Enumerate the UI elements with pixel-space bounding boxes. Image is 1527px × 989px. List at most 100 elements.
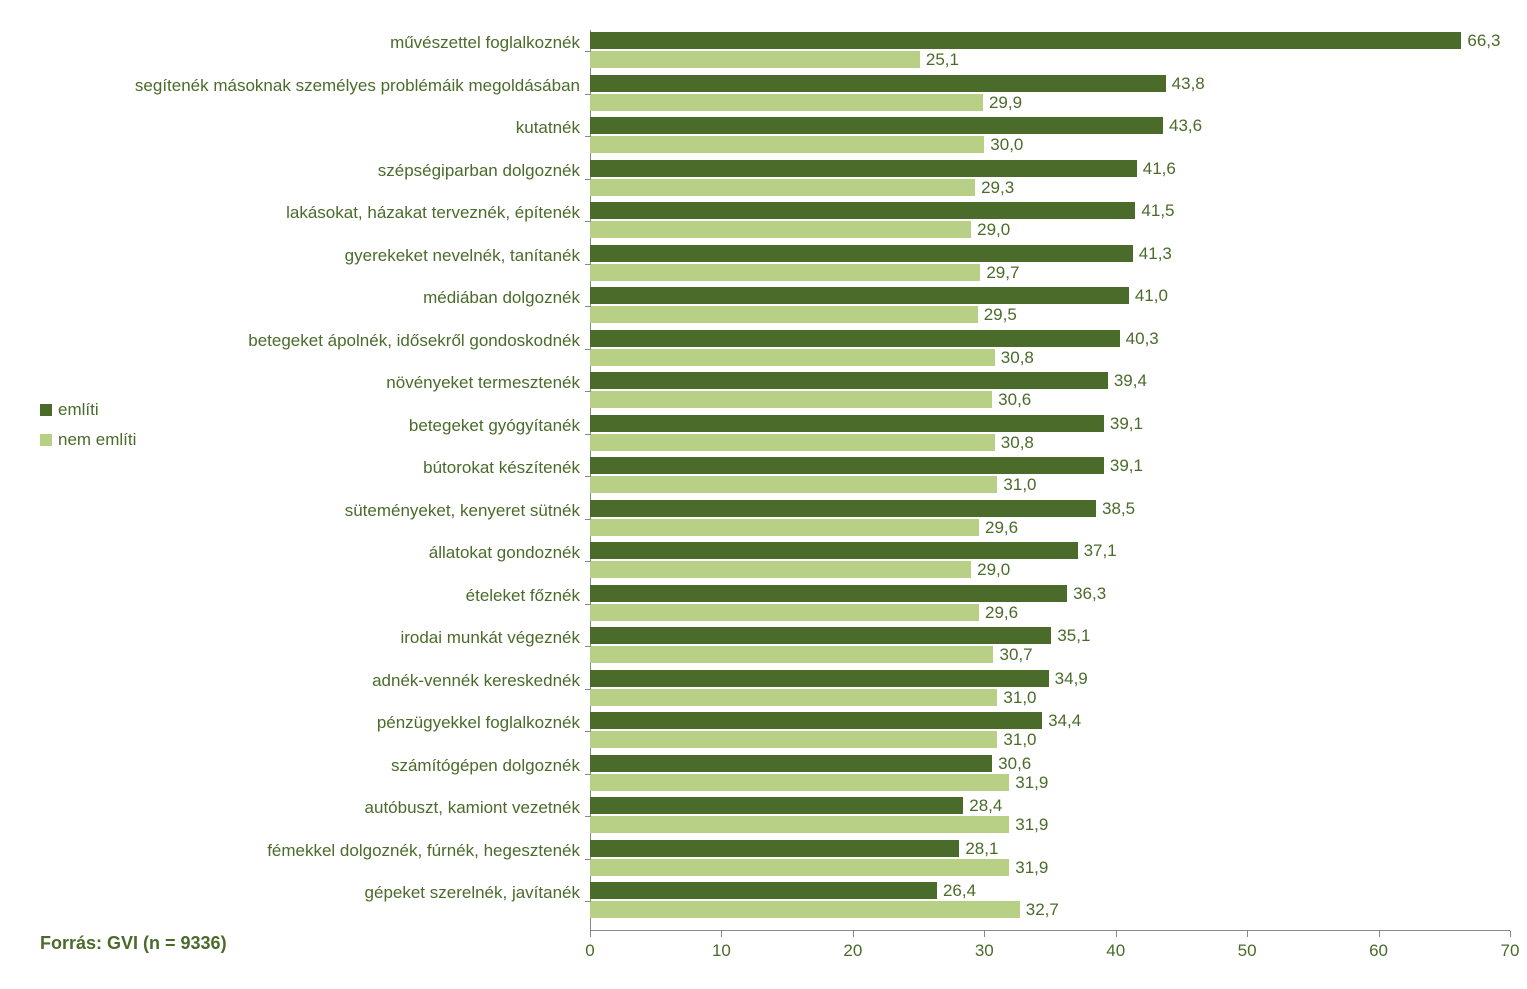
bar-value-nem-emliti: 30,6 (998, 390, 1031, 410)
x-tick-label: 30 (975, 941, 994, 961)
y-tick (585, 646, 591, 647)
chart-row: fémekkel dolgoznék, fúrnék, hegesztenék2… (590, 838, 1510, 881)
legend-swatch-nem-emliti (40, 434, 52, 446)
bar-value-emliti: 43,8 (1172, 74, 1205, 94)
y-tick (585, 306, 591, 307)
x-tick (1379, 931, 1380, 937)
chart-row: állatokat gondoznék37,129,0 (590, 540, 1510, 583)
bar-group: 41,329,7 (590, 243, 1510, 286)
bar-emliti: 39,4 (590, 372, 1108, 389)
bar-group: 43,630,0 (590, 115, 1510, 158)
bar-emliti: 34,9 (590, 670, 1049, 687)
bar-group: 40,330,8 (590, 328, 1510, 371)
category-label: számítógépen dolgoznék (80, 756, 580, 776)
bar-value-nem-emliti: 31,0 (1003, 688, 1036, 708)
bar-emliti: 39,1 (590, 415, 1104, 432)
chart-row: autóbuszt, kamiont vezetnék28,431,9 (590, 795, 1510, 838)
bar-value-nem-emliti: 32,7 (1026, 900, 1059, 920)
bar-nem-emliti: 31,0 (590, 731, 997, 748)
y-tick (585, 519, 591, 520)
y-tick (585, 179, 591, 180)
bar-nem-emliti: 30,0 (590, 136, 984, 153)
bar-value-nem-emliti: 31,9 (1015, 858, 1048, 878)
bar-nem-emliti: 31,9 (590, 774, 1009, 791)
bar-value-nem-emliti: 30,8 (1001, 348, 1034, 368)
bar-nem-emliti: 31,9 (590, 859, 1009, 876)
bar-value-emliti: 41,3 (1139, 244, 1172, 264)
category-label: médiában dolgoznék (80, 288, 580, 308)
bar-value-emliti: 41,6 (1143, 159, 1176, 179)
bar-value-emliti: 40,3 (1126, 329, 1159, 349)
chart-row: növényeket termesztenék39,430,6 (590, 370, 1510, 413)
bar-emliti: 37,1 (590, 542, 1078, 559)
chart-row: gyerekeket nevelnék, tanítanék41,329,7 (590, 243, 1510, 286)
y-tick (585, 604, 591, 605)
x-tick (721, 931, 722, 937)
x-tick-label: 40 (1106, 941, 1125, 961)
chart-row: irodai munkát végeznék35,130,7 (590, 625, 1510, 668)
bar-value-emliti: 35,1 (1057, 626, 1090, 646)
bar-group: 35,1 30,7 (590, 625, 1510, 668)
bar-group: 39,130,8 (590, 413, 1510, 456)
bar-value-nem-emliti: 29,9 (989, 93, 1022, 113)
x-tick (590, 931, 591, 937)
y-tick (585, 136, 591, 137)
bar-value-emliti: 41,0 (1135, 286, 1168, 306)
bar-emliti: 41,0 (590, 287, 1129, 304)
chart-row: süteményeket, kenyeret sütnék38,529,6 (590, 498, 1510, 541)
y-tick (585, 731, 591, 732)
chart-row: művészettel foglalkoznék66,325,1 (590, 30, 1510, 73)
category-label: művészettel foglalkoznék (80, 33, 580, 53)
category-label: fémekkel dolgoznék, fúrnék, hegesztenék (80, 841, 580, 861)
bar-value-emliti: 39,1 (1110, 456, 1143, 476)
bar-value-emliti: 28,4 (969, 796, 1002, 816)
bar-group: 34,4 31,0 (590, 710, 1510, 753)
x-tick-label: 10 (712, 941, 731, 961)
y-tick (585, 561, 591, 562)
bar-value-emliti: 34,4 (1048, 711, 1081, 731)
chart-row: számítógépen dolgoznék30,631,9 (590, 753, 1510, 796)
x-tick (1510, 931, 1511, 937)
category-label: süteményeket, kenyeret sütnék (80, 501, 580, 521)
category-label: betegeket gyógyítanék (80, 416, 580, 436)
y-tick (585, 349, 591, 350)
bar-group: 39,430,6 (590, 370, 1510, 413)
bar-emliti: 39,1 (590, 457, 1104, 474)
bar-group: 41,629,3 (590, 158, 1510, 201)
chart-row: ételeket főznék36,329,6 (590, 583, 1510, 626)
plot-area: művészettel foglalkoznék66,325,1segítené… (590, 30, 1510, 930)
bar-value-nem-emliti: 31,0 (1003, 730, 1036, 750)
category-label: kutatnék (80, 118, 580, 138)
bar-group: 34,931,0 (590, 668, 1510, 711)
x-tick (1116, 931, 1117, 937)
y-tick (585, 221, 591, 222)
bar-emliti: 41,5 (590, 202, 1135, 219)
category-label: irodai munkát végeznék (80, 628, 580, 648)
bar-emliti: 28,4 (590, 797, 963, 814)
x-tick (1247, 931, 1248, 937)
bar-group: 41,529,0 (590, 200, 1510, 243)
bar-value-nem-emliti: 29,0 (977, 220, 1010, 240)
bar-value-emliti: 38,5 (1102, 499, 1135, 519)
chart-row: kutatnék43,630,0 (590, 115, 1510, 158)
bar-nem-emliti: 29,6 (590, 519, 979, 536)
chart-row: gépeket szerelnék, javítanék26,432,7 (590, 880, 1510, 923)
bar-emliti: 40,3 (590, 330, 1120, 347)
bar-emliti: 41,6 (590, 160, 1137, 177)
bar-emliti: 41,3 (590, 245, 1133, 262)
bar-emliti: 35,1 (590, 627, 1051, 644)
bar-nem-emliti: 32,7 (590, 901, 1020, 918)
legend-swatch-emliti (40, 404, 52, 416)
bar-value-nem-emliti: 29,6 (985, 518, 1018, 538)
category-label: autóbuszt, kamiont vezetnék (80, 798, 580, 818)
source-text: Forrás: GVI (n = 9336) (40, 933, 227, 954)
bar-nem-emliti: 30,7 (590, 646, 993, 663)
bar-value-nem-emliti: 29,0 (977, 560, 1010, 580)
bar-nem-emliti: 30,8 (590, 349, 995, 366)
chart-row: adnék-vennék kereskednék34,931,0 (590, 668, 1510, 711)
bar-nem-emliti: 31,9 (590, 816, 1009, 833)
x-tick (853, 931, 854, 937)
y-tick (585, 94, 591, 95)
bar-nem-emliti: 29,5 (590, 306, 978, 323)
x-tick-label: 70 (1501, 941, 1520, 961)
